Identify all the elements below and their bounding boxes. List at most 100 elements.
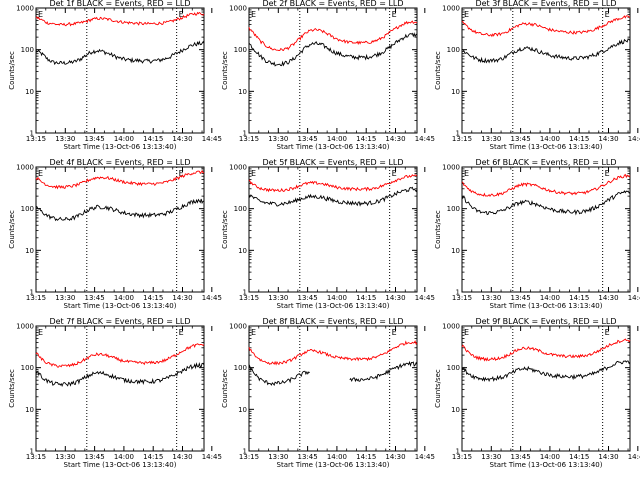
x-tick-label: 14:15 — [569, 453, 589, 461]
time-marker-label: E — [251, 328, 256, 337]
y-tick-label: 100 — [21, 364, 34, 372]
time-marker-label: E — [251, 169, 256, 178]
x-tick-label: 14:15 — [356, 294, 376, 302]
y-tick-label: 10 — [238, 88, 247, 96]
events-series-line — [461, 190, 631, 216]
x-tick-label: 14:45 — [628, 294, 640, 302]
time-marker-label: E — [38, 328, 43, 337]
lld-series-line — [248, 340, 418, 366]
x-tick-label: 13:15 — [239, 135, 259, 143]
x-tick-label: 14:45 — [415, 453, 435, 461]
x-tick-label: 13:30 — [481, 135, 501, 143]
x-tick-label: 14:00 — [327, 453, 347, 461]
x-tick-label: 13:30 — [55, 453, 75, 461]
y-tick-label: 100 — [21, 46, 34, 54]
x-tick-label: 14:00 — [540, 294, 560, 302]
x-tick-label: 14:00 — [540, 453, 560, 461]
y-tick-label: 1 — [456, 289, 460, 297]
events-series-line — [349, 360, 418, 383]
lld-series-line — [461, 338, 631, 362]
x-tick-label: 14:30 — [172, 453, 192, 461]
y-tick-label: 1000 — [442, 5, 460, 13]
y-tick-label: 1 — [243, 130, 247, 138]
y-tick-label: 1000 — [16, 164, 34, 172]
panel-det-9: Det 9f BLACK = Events, RED = LLD 1 10 100 10… — [434, 317, 640, 469]
lld-series-line — [248, 174, 418, 193]
y-tick-label: 10 — [238, 247, 247, 255]
x-tick-label: 13:45 — [298, 294, 318, 302]
x-tick-label: 14:15 — [569, 294, 589, 302]
panel-title: Det 8f BLACK = Events, RED = LLD — [262, 317, 403, 326]
x-tick-label: 13:45 — [511, 135, 531, 143]
panel-det-2: Det 2f BLACK = Events, RED = LLD 1 10 100 10… — [221, 0, 435, 151]
x-axis-label: Start Time (13-Oct-06 13:13:40) — [490, 143, 603, 151]
y-tick-label: 1000 — [229, 5, 247, 13]
x-tick-label: 14:45 — [628, 135, 640, 143]
plot-frame — [248, 325, 418, 452]
x-tick-label: 14:00 — [114, 294, 134, 302]
x-tick-label: 14:30 — [598, 453, 618, 461]
x-axis-label: Start Time (13-Oct-06 13:13:40) — [490, 302, 603, 310]
events-series-line — [35, 362, 205, 388]
y-tick-label: 10 — [451, 406, 460, 414]
y-tick-label: 10 — [238, 406, 247, 414]
plot-frame — [35, 166, 205, 293]
lld-series-line — [461, 15, 631, 38]
x-tick-label: 13:45 — [298, 135, 318, 143]
x-tick-label: 14:30 — [172, 294, 192, 302]
time-marker-label: E — [464, 169, 469, 178]
x-tick-label: 13:15 — [26, 453, 46, 461]
x-tick-label: 14:45 — [202, 453, 222, 461]
y-tick-label: 1 — [456, 130, 460, 138]
x-tick-label: 13:15 — [452, 294, 472, 302]
x-tick-label: 13:15 — [239, 453, 259, 461]
x-tick-label: 14:30 — [385, 294, 405, 302]
y-tick-label: 1000 — [442, 164, 460, 172]
y-tick-label: 10 — [25, 406, 34, 414]
x-tick-label: 13:15 — [239, 294, 259, 302]
x-tick-label: 14:00 — [327, 135, 347, 143]
x-tick-label: 13:30 — [55, 135, 75, 143]
x-tick-label: 13:30 — [481, 294, 501, 302]
x-tick-label: 14:30 — [598, 135, 618, 143]
x-tick-label: 14:00 — [327, 294, 347, 302]
x-axis-label: Start Time (13-Oct-06 13:13:40) — [64, 461, 177, 469]
time-marker-label: E — [179, 169, 184, 178]
y-axis-label: Counts/sec — [221, 369, 229, 408]
x-tick-label: 14:00 — [114, 453, 134, 461]
x-tick-label: 13:45 — [85, 135, 105, 143]
panel-det-8: Det 8f BLACK = Events, RED = LLD 1 10 100 10… — [221, 317, 435, 469]
x-tick-label: 14:00 — [114, 135, 134, 143]
x-tick-label: 13:15 — [26, 294, 46, 302]
lld-series-line — [248, 20, 418, 52]
y-tick-label: 100 — [234, 205, 247, 213]
y-axis-label: Counts/sec — [434, 369, 442, 408]
panel-title: Det 3f BLACK = Events, RED = LLD — [475, 0, 616, 8]
y-axis-label: Counts/sec — [221, 210, 229, 249]
x-tick-label: 14:15 — [143, 135, 163, 143]
x-tick-label: 13:15 — [26, 135, 46, 143]
x-tick-label: 14:15 — [143, 294, 163, 302]
events-series-line — [248, 364, 310, 386]
plot-frame — [461, 325, 631, 452]
x-tick-label: 14:45 — [202, 294, 222, 302]
time-marker-label: E — [605, 328, 610, 337]
y-tick-label: 100 — [234, 364, 247, 372]
time-marker-label: E — [392, 10, 397, 19]
panel-title: Det 1f BLACK = Events, RED = LLD — [49, 0, 190, 8]
time-marker-label: E — [179, 328, 184, 337]
events-series-line — [248, 32, 418, 67]
x-tick-label: 14:30 — [385, 453, 405, 461]
time-marker-label: E — [251, 10, 256, 19]
y-tick-label: 1000 — [229, 323, 247, 331]
y-axis-label: Counts/sec — [434, 210, 442, 249]
x-tick-label: 13:45 — [511, 294, 531, 302]
x-tick-label: 13:30 — [268, 453, 288, 461]
plot-frame — [35, 325, 205, 452]
lld-series-line — [35, 343, 205, 368]
x-tick-label: 13:15 — [452, 135, 472, 143]
y-tick-label: 1 — [243, 448, 247, 456]
y-tick-label: 1000 — [229, 164, 247, 172]
y-axis-label: Counts/sec — [221, 51, 229, 90]
